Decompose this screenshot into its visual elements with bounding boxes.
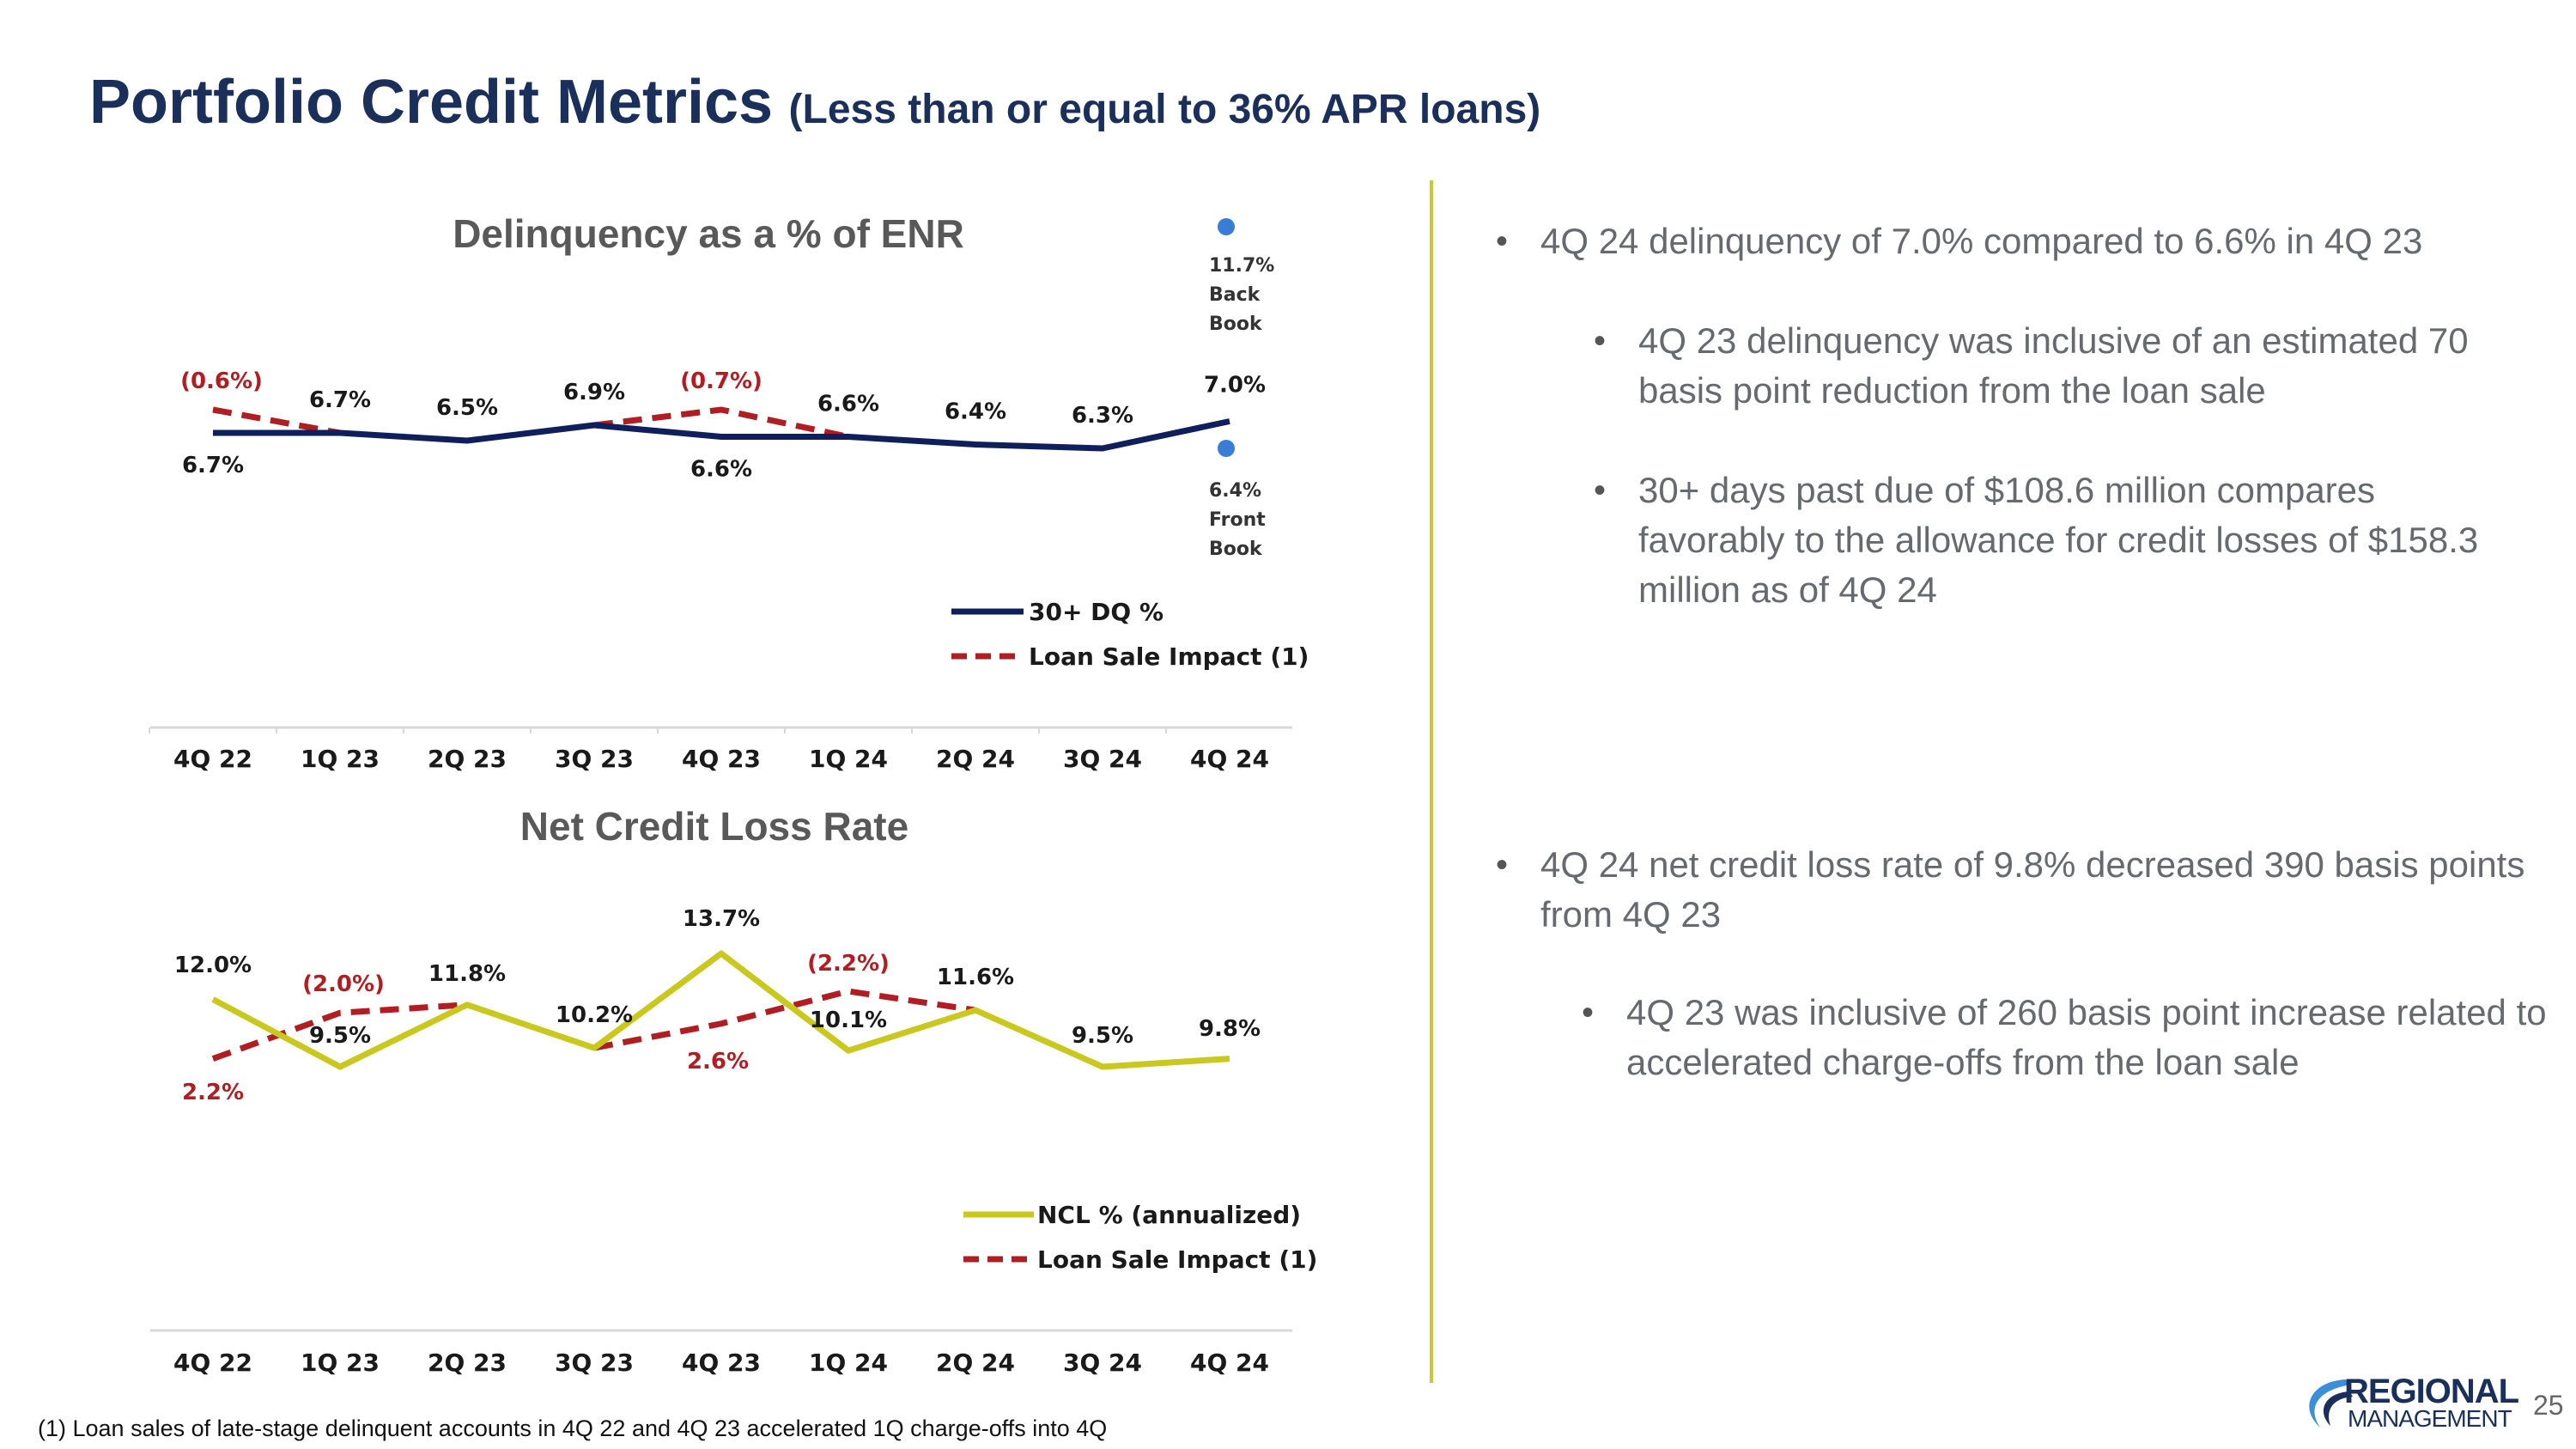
loan-sale-impact-label: 2.2% — [182, 1080, 244, 1105]
x-tick-label: 1Q 24 — [809, 1349, 888, 1377]
ncl-data-label: 11.6% — [937, 965, 1014, 990]
dq-data-label: 6.7% — [309, 387, 371, 413]
dq-data-label: 6.6% — [690, 457, 752, 483]
x-tick-label: 4Q 24 — [1190, 745, 1269, 773]
ncl-data-label: 11.8% — [428, 961, 506, 987]
ncl-data-label: 10.2% — [556, 1002, 633, 1028]
chart-title: Net Credit Loss Rate — [520, 804, 908, 849]
bullet-ncl-sub1: • 4Q 23 was inclusive of 260 basis point… — [1582, 988, 2554, 1087]
footnote: (1) Loan sales of late-stage delinquent … — [38, 1416, 1108, 1441]
ncl-data-label: 12.0% — [174, 953, 252, 978]
page-number: 25 — [2533, 1390, 2564, 1421]
ncl-data-label: 9.5% — [309, 1023, 371, 1049]
loan-sale-impact-line — [593, 406, 849, 440]
book-marker-label: Book — [1209, 314, 1263, 335]
book-marker-label: Book — [1209, 539, 1263, 560]
loan-sale-impact-label: (2.0%) — [302, 971, 385, 997]
bullet-ncl-main: • 4Q 24 net credit loss rate of 9.8% dec… — [1496, 840, 2528, 940]
legend-label: Loan Sale Impact (1) — [1029, 642, 1309, 671]
x-tick-label: 3Q 23 — [555, 1349, 634, 1377]
x-tick-label: 1Q 24 — [809, 745, 888, 773]
bullet-dot-icon: • — [1582, 994, 1595, 1032]
ncl-series-line — [211, 950, 1230, 1070]
book-marker-dot — [1218, 218, 1235, 235]
loan-sale-impact-label: 2.6% — [687, 1049, 749, 1075]
x-tick-label: 4Q 24 — [1190, 1349, 1269, 1377]
logo-swoosh-icon — [2309, 1379, 2353, 1428]
bullet-text: 4Q 23 was inclusive of 260 basis point i… — [1626, 992, 2547, 1082]
legend-label: 30+ DQ % — [1029, 598, 1163, 626]
x-tick-label: 3Q 23 — [555, 745, 634, 773]
bullet-text: 4Q 24 delinquency of 7.0% compared to 6.… — [1540, 221, 2423, 261]
book-marker-dot — [1218, 440, 1235, 457]
x-tick-label: 2Q 24 — [936, 1349, 1015, 1377]
ncl-data-label: 13.7% — [683, 906, 760, 932]
loan-sale-impact-line — [211, 1002, 468, 1062]
x-tick-label: 1Q 23 — [301, 745, 380, 773]
dq-data-label: 6.7% — [182, 453, 244, 478]
logo-line2: MANAGEMENT — [2348, 1405, 2512, 1432]
chart-title: Delinquency as a % of ENR — [453, 211, 964, 256]
bullet-dot-icon: • — [1496, 846, 1509, 884]
x-tick-label: 4Q 22 — [173, 745, 252, 773]
loan-sale-impact-label: (2.2%) — [807, 951, 890, 977]
dq-series-line — [213, 418, 1230, 452]
x-tick-label: 2Q 23 — [428, 745, 507, 773]
book-marker-label: Back — [1209, 284, 1261, 306]
x-tick-label: 3Q 24 — [1063, 1349, 1142, 1377]
ncl-data-label: 9.8% — [1199, 1016, 1261, 1042]
loan-sale-impact-label: (0.6%) — [180, 368, 263, 394]
x-tick-label: 4Q 22 — [173, 1349, 252, 1377]
book-marker-label: 11.7% — [1209, 255, 1274, 277]
loan-sale-impact-label: (0.7%) — [680, 368, 762, 394]
legend-label: NCL % (annualized) — [1037, 1201, 1301, 1229]
x-tick-label: 1Q 23 — [301, 1349, 380, 1377]
bullet-dq-sub1: • 4Q 23 delinquency was inclusive of an … — [1594, 316, 2549, 416]
ncl-data-label: 9.5% — [1072, 1023, 1133, 1049]
x-tick-label: 4Q 23 — [682, 1349, 761, 1377]
bullet-text: 4Q 24 net credit loss rate of 9.8% decre… — [1540, 844, 2525, 935]
x-tick-label: 2Q 24 — [936, 745, 1015, 773]
bullet-dq-sub2: • 30+ days past due of $108.6 million co… — [1594, 466, 2497, 615]
title-subtitle: (Less than or equal to 36% APR loans) — [788, 87, 1541, 132]
book-marker-label: 6.4% — [1209, 480, 1261, 502]
ncl-data-label: 10.1% — [810, 1008, 887, 1033]
logo-line1: REGIONAL — [2344, 1373, 2519, 1410]
dq-data-label: 6.6% — [817, 392, 879, 417]
title-main: Portfolio Credit Metrics — [89, 68, 774, 137]
loan-sale-impact-line — [593, 988, 976, 1051]
dq-data-label: 6.4% — [945, 399, 1006, 425]
bullet-text: 4Q 23 delinquency was inclusive of an es… — [1638, 320, 2469, 411]
bullet-dot-icon: • — [1594, 322, 1607, 360]
x-tick-label: 3Q 24 — [1063, 745, 1142, 773]
dq-data-label: 6.9% — [563, 380, 625, 405]
loan-sale-impact-line — [212, 406, 341, 436]
x-tick-label: 4Q 23 — [682, 745, 761, 773]
company-logo: REGIONAL MANAGEMENT — [2294, 1373, 2526, 1433]
bullet-text: 30+ days past due of $108.6 million comp… — [1638, 470, 2479, 610]
dq-data-label: 6.5% — [436, 395, 498, 421]
x-tick-label: 2Q 23 — [428, 1349, 507, 1377]
book-marker-label: Front — [1209, 509, 1266, 531]
dq-data-label: 6.3% — [1072, 403, 1133, 429]
legend-label: Loan Sale Impact (1) — [1037, 1245, 1317, 1274]
bullet-dot-icon: • — [1594, 472, 1607, 509]
page-title: Portfolio Credit Metrics (Less than or e… — [89, 67, 1540, 137]
vertical-divider — [1430, 180, 1433, 1383]
dq-data-label: 7.0% — [1204, 373, 1266, 399]
bullet-dq-main: • 4Q 24 delinquency of 7.0% compared to … — [1496, 216, 2528, 266]
bullet-dot-icon: • — [1496, 222, 1509, 260]
